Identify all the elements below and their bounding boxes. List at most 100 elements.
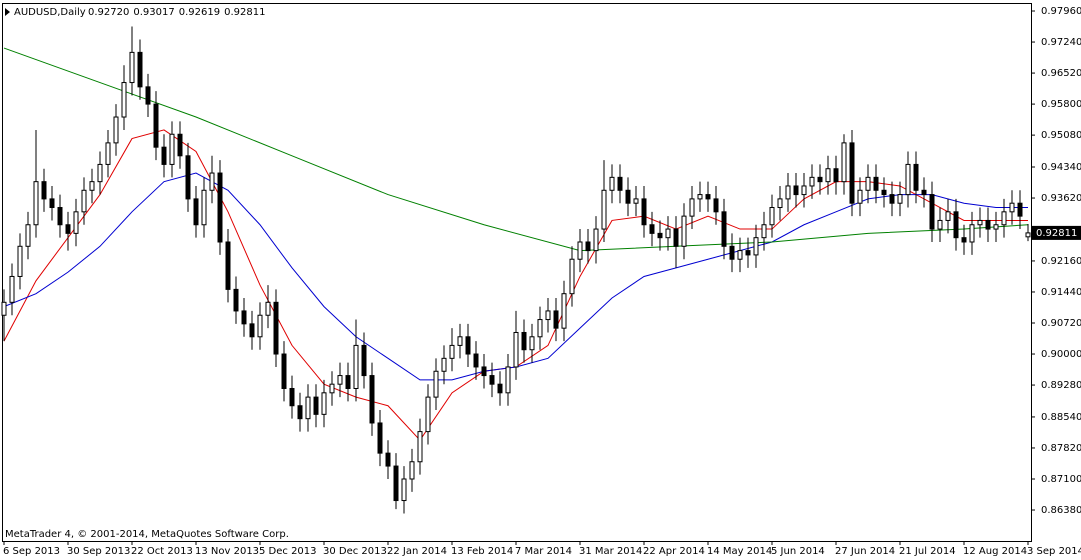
moving-average — [3, 47, 1029, 252]
candle-body — [73, 211, 79, 234]
candle-body — [201, 189, 207, 226]
x-tick-label: 13 Nov 2013 — [195, 546, 259, 557]
candle-body — [377, 422, 383, 454]
candle-body — [353, 344, 359, 389]
candle-body — [1025, 232, 1031, 238]
quote-value: 0.92720 — [88, 7, 129, 18]
candle-body — [417, 431, 423, 463]
candle-body — [761, 224, 767, 239]
candle-body — [817, 176, 823, 183]
candle-body — [993, 224, 999, 230]
candle-body — [281, 353, 287, 389]
candle-body — [801, 185, 807, 196]
candle-body — [753, 237, 759, 256]
candle-body — [921, 189, 927, 196]
y-tick-label: 0.89280 — [1041, 380, 1081, 391]
candle-body — [225, 241, 231, 290]
candle-body — [433, 370, 439, 398]
candle-body — [401, 478, 407, 502]
x-tick-label: 22 Oct 2013 — [131, 546, 193, 557]
candle-body — [713, 198, 719, 213]
candle-body — [257, 314, 263, 338]
x-tick-label: 13 Feb 2014 — [451, 546, 513, 557]
candle-body — [337, 375, 343, 385]
candle-body — [889, 194, 895, 204]
candle-body — [193, 198, 199, 226]
candle-body — [985, 219, 991, 230]
candle-body — [17, 245, 23, 277]
candle-body — [65, 224, 71, 234]
candle-body — [585, 241, 591, 252]
x-tick-label: 7 Mar 2014 — [515, 546, 572, 557]
candle-body — [873, 176, 879, 191]
x-tick-label: 30 Dec 2013 — [323, 546, 387, 557]
candle-body — [305, 396, 311, 420]
candle-body — [289, 387, 295, 407]
candle-body — [409, 461, 415, 480]
y-tick-label: 0.95080 — [1041, 130, 1081, 141]
candle-body — [1009, 202, 1015, 213]
candle-body — [825, 168, 831, 183]
candle-body — [217, 172, 223, 243]
candle-body — [169, 133, 175, 165]
candle-body — [473, 353, 479, 368]
candle-body — [145, 86, 151, 105]
candle-body — [849, 142, 855, 204]
candle-body — [129, 51, 135, 84]
candle-body — [329, 383, 335, 394]
candle-body — [313, 396, 319, 415]
candle-body — [425, 396, 431, 433]
y-tick-label: 0.87820 — [1041, 443, 1081, 454]
plot-area — [1, 26, 1031, 514]
candle-body — [769, 207, 775, 226]
candle-body — [273, 301, 279, 355]
candle-body — [185, 155, 191, 200]
candle-body — [81, 189, 87, 213]
x-tick-label: 21 Jul 2014 — [899, 546, 956, 557]
candle-body — [689, 198, 695, 217]
candle-body — [497, 383, 503, 394]
quote-value: 0.93017 — [133, 7, 174, 18]
candle-body — [345, 375, 351, 389]
y-tick-label: 0.94340 — [1041, 162, 1081, 173]
symbol-title: AUDUSD,Daily — [14, 7, 86, 18]
candle-body — [561, 293, 567, 329]
candle-body — [593, 228, 599, 252]
x-tick-label: 30 Sep 2013 — [67, 546, 130, 557]
candle-body — [513, 331, 519, 368]
candle-body — [9, 275, 15, 303]
candle-body — [961, 237, 967, 243]
y-tick-label: 0.88540 — [1041, 412, 1081, 423]
candle-body — [577, 241, 583, 260]
candle-body — [969, 224, 975, 243]
quote-value: 0.92811 — [224, 7, 265, 18]
candle-body — [449, 344, 455, 359]
x-tick-label: 31 Mar 2014 — [579, 546, 642, 557]
candle-body — [49, 198, 55, 209]
candle-body — [737, 250, 743, 260]
candle-body — [33, 181, 39, 226]
y-tick-label: 0.91440 — [1041, 287, 1081, 298]
candle-body — [681, 215, 687, 247]
x-tick-label: 27 Jun 2014 — [835, 546, 895, 557]
candle-body — [161, 146, 167, 165]
candle-body — [465, 336, 471, 355]
candle-body — [721, 211, 727, 247]
candle-body — [177, 133, 183, 157]
candle-body — [297, 405, 303, 420]
candle-body — [97, 163, 103, 183]
y-tick-label: 0.97960 — [1041, 6, 1081, 17]
candle-body — [481, 366, 487, 377]
candle-body — [393, 465, 399, 502]
y-tick-label: 0.97240 — [1041, 37, 1081, 48]
candle-body — [865, 176, 871, 191]
candle-body — [241, 310, 247, 325]
candle-body — [489, 375, 495, 385]
candle-body — [673, 228, 679, 247]
candle-body — [809, 176, 815, 187]
candle-body — [137, 51, 143, 88]
y-tick-label: 0.86380 — [1041, 505, 1081, 516]
plot-frame — [2, 3, 1032, 542]
candle-body — [57, 207, 63, 226]
